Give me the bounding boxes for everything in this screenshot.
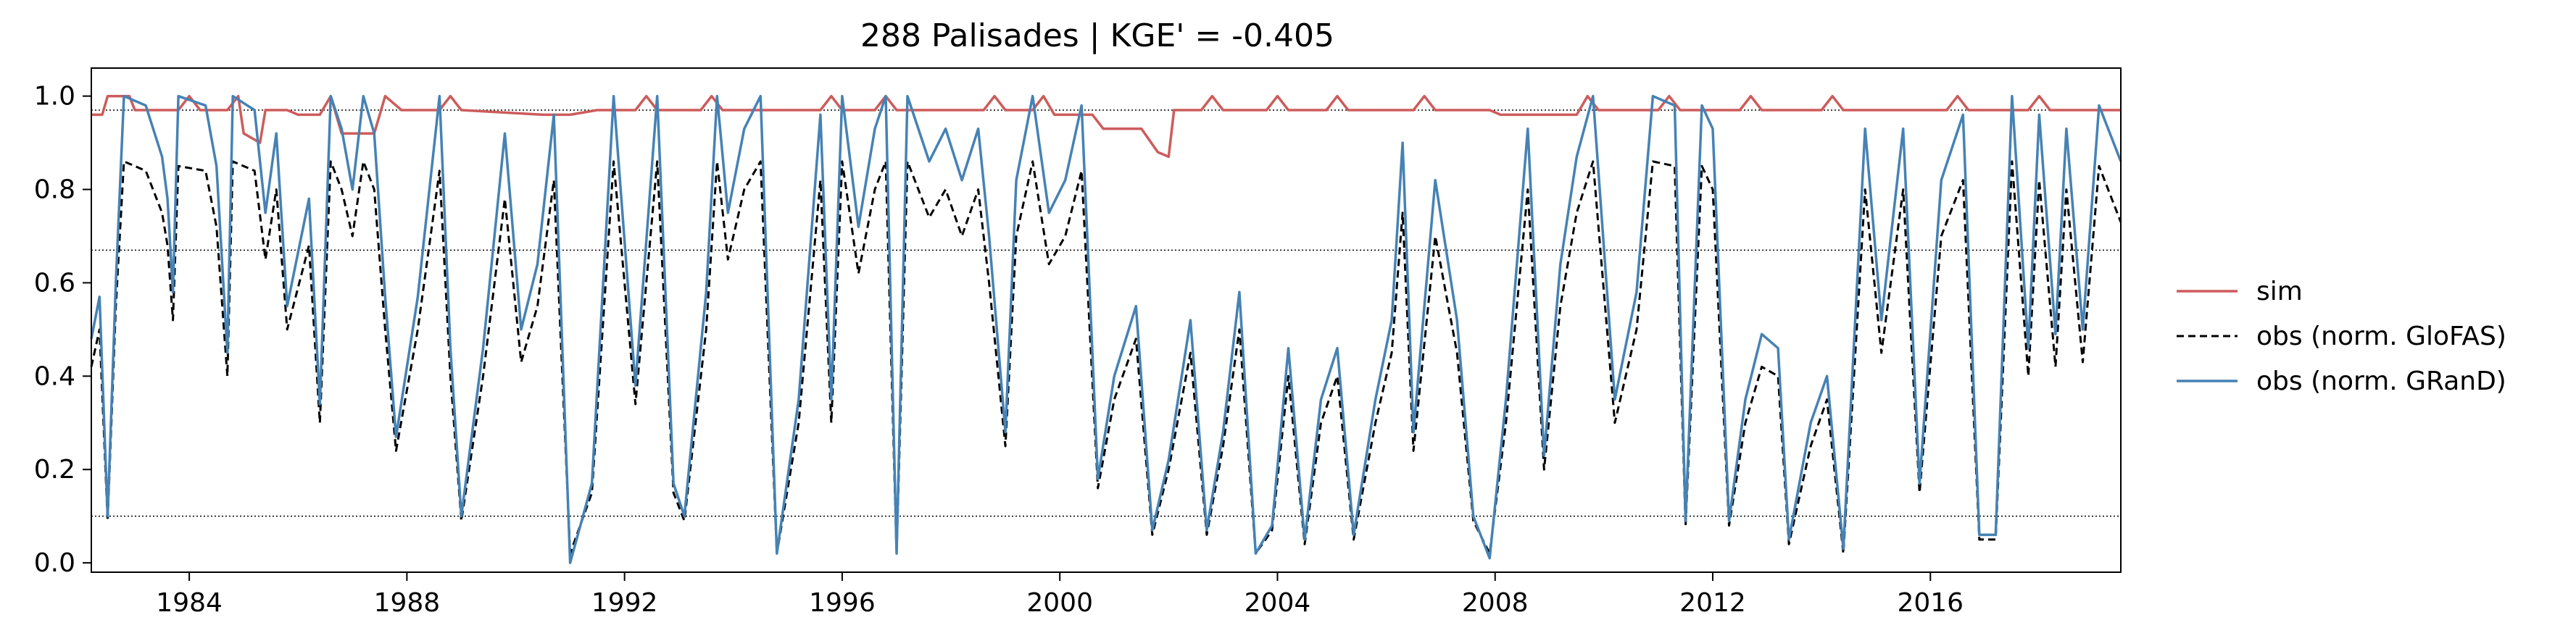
axes: 1984 1988 1992 1996 2000 2004 2008 2012 2016 0.0 0… — [34, 67, 2122, 618]
legend: sim obs (norm. GloFAS) obs (norm. GRanD) — [2177, 277, 2506, 396]
chart-title: 288 Palisades | KGE' = -0.405 — [860, 17, 1334, 54]
x-tick-label: 2004 — [1245, 588, 1311, 618]
y-tick-label: 0.0 — [34, 548, 75, 578]
y-tick-label: 1.0 — [34, 82, 75, 112]
series-line-2 — [90, 94, 2122, 564]
y-tick-label: 0.2 — [34, 455, 75, 485]
legend-label-1: obs (norm. GloFAS) — [2256, 322, 2506, 351]
x-tick-label: 2016 — [1897, 588, 1964, 618]
reference-lines — [91, 109, 2121, 517]
x-tick-label: 2008 — [1462, 588, 1529, 618]
x-tick-label: 1992 — [591, 588, 658, 618]
series-line-0 — [91, 94, 2121, 159]
y-tick-label: 0.6 — [34, 268, 75, 298]
x-tick-label: 2000 — [1026, 588, 1093, 618]
x-tick-label: 1996 — [809, 588, 876, 618]
legend-label-0: sim — [2256, 277, 2303, 306]
plot-series — [90, 94, 2122, 564]
y-tick-label: 0.4 — [34, 361, 75, 391]
x-tick-label: 2012 — [1679, 588, 1746, 618]
x-tick-label: 1984 — [156, 588, 223, 618]
x-tick-label: 1988 — [374, 588, 441, 618]
plot-frame — [91, 67, 2122, 573]
legend-label-2: obs (norm. GRanD) — [2256, 366, 2506, 396]
y-tick-label: 0.8 — [34, 175, 75, 205]
series-line-1 — [90, 160, 2122, 555]
